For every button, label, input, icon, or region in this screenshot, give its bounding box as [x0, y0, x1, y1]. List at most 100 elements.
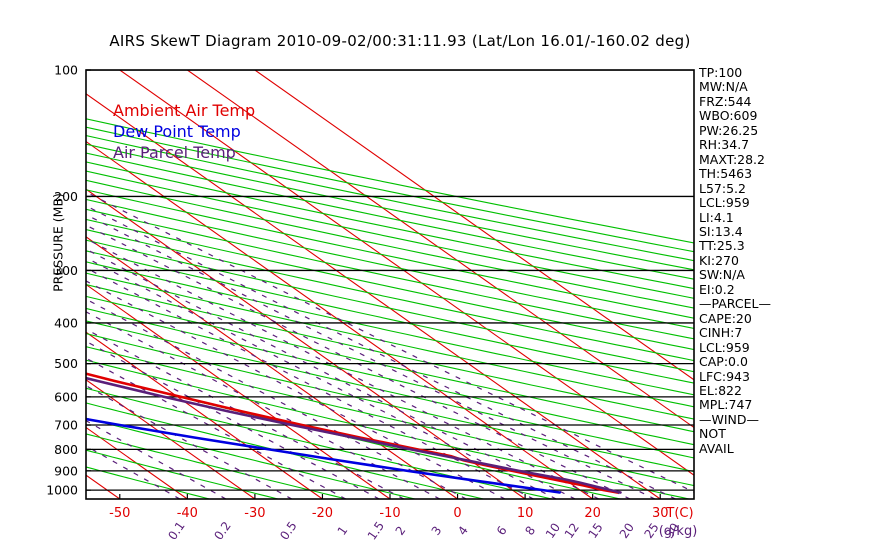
dry-adiabat-line	[86, 170, 694, 299]
profile-curves	[86, 372, 622, 494]
temperature-tick-label-bottom: -20	[312, 506, 333, 521]
dry-adiabat-line	[86, 402, 484, 499]
dry-adiabat-line	[86, 218, 694, 351]
pressure-tick-label: 500	[54, 356, 78, 371]
pressure-tick-label: 700	[54, 418, 78, 433]
temperature-tick-label-bottom: -40	[177, 506, 198, 521]
mixing-ratio-tick-label: 10	[543, 520, 563, 541]
dry-adiabat-line	[86, 307, 694, 446]
mixing-ratio-tick-label: 6	[494, 524, 510, 538]
mixing-ratio-tick-label: 1.5	[365, 519, 387, 543]
parameter-item: NOT	[699, 426, 726, 442]
mixing-ratio-tick-label: 0.1	[165, 519, 187, 543]
parameter-item: SW:N/A	[699, 267, 745, 283]
parameter-item: MPL:747	[699, 397, 753, 413]
profile-curve-ambient-air-temp	[86, 372, 619, 494]
temperature-axis-label: T(C)	[665, 506, 693, 521]
pressure-tick-label: 600	[54, 389, 78, 404]
parameter-item: CINH:7	[699, 325, 743, 341]
parameter-item: L57:5.2	[699, 180, 746, 196]
mixing-ratio-tick-label: 2	[393, 524, 409, 538]
parameter-item: —PARCEL—	[699, 296, 771, 312]
pressure-tick-label: 300	[54, 263, 78, 278]
mixing-ratio-tick-label: 3	[429, 524, 445, 538]
legend-dew-point-temp: Dew Point Temp	[113, 122, 241, 141]
legend-air-parcel-temp: Air Parcel Temp	[113, 143, 236, 162]
dry-adiabat-line	[86, 143, 694, 271]
temperature-tick-label-bottom: -50	[109, 506, 130, 521]
profile-curve-air-parcel-temp	[86, 376, 622, 494]
parameter-item: LI:4.1	[699, 209, 734, 225]
dry-adiabat-line	[86, 333, 694, 473]
isotherm-line	[86, 236, 458, 499]
parameter-item: MW:N/A	[699, 79, 748, 95]
parameter-item: TP:100	[699, 65, 743, 80]
pressure-tick-label: 100	[54, 63, 78, 78]
pressure-tick-label: 800	[54, 442, 78, 457]
dry-adiabat-line	[86, 229, 694, 362]
mixing-ratio-line	[86, 213, 656, 499]
dry-adiabat-line	[86, 283, 694, 420]
mixing-ratio-tick-label: 15	[585, 520, 605, 541]
pressure-tick-label: 400	[54, 315, 78, 330]
parameter-item: CAP:0.0	[699, 354, 748, 370]
mixing-ratio-tick-label: 20	[617, 520, 637, 541]
dry-adiabat-line	[86, 126, 694, 253]
dry-adiabat-line	[86, 179, 694, 309]
legend-ambient-air-temp: Ambient Air Temp	[113, 101, 256, 120]
sounding-parameter-list: TP:100 MW:N/A FRZ:544 WBO:609 PW:26.25 RH:34.…	[699, 65, 849, 456]
temperature-tick-label-bottom: 0	[453, 506, 461, 521]
isotherm-line	[119, 70, 694, 476]
parameter-item: EL:822	[699, 382, 742, 398]
parameter-item: FRZ:544	[699, 93, 752, 109]
mixing-ratio-line	[86, 257, 557, 499]
mixing-ratio-tick-label: 4	[455, 524, 471, 538]
temperature-tick-label-bottom: 20	[584, 506, 601, 521]
isotherm-line	[86, 379, 256, 499]
mixing-ratio-tick-label: 12	[562, 520, 582, 541]
parameter-item: LFC:943	[699, 368, 750, 384]
mixing-ratio-axis-label: (g/kg)	[659, 524, 698, 539]
temperature-tick-label-bottom: -10	[379, 506, 400, 521]
grid-lines	[0, 70, 694, 499]
parameter-item: PW:26.25	[699, 122, 759, 138]
parameter-item: LCL:959	[699, 195, 750, 211]
dry-adiabat-line	[86, 295, 694, 433]
dry-adiabat-line	[86, 261, 694, 396]
isotherm-line	[254, 70, 694, 381]
parameter-item: LCL:959	[699, 339, 750, 355]
mixing-ratio-line	[86, 191, 694, 493]
dry-adiabat-line	[86, 152, 694, 280]
mixing-ratio-line	[86, 238, 600, 499]
isotherm-line	[86, 283, 391, 499]
mixing-ratio-line	[86, 357, 347, 499]
dry-adiabat-line	[86, 433, 347, 499]
dry-adiabat-line	[86, 272, 694, 408]
isotherm-line	[0, 70, 52, 499]
dry-adiabat-line	[86, 387, 553, 499]
isotherm-line	[86, 188, 526, 499]
dry-adiabat-line	[86, 359, 690, 499]
dry-adiabat-line	[86, 466, 210, 499]
pressure-tick-label: 1000	[46, 483, 78, 498]
dry-adiabat-line	[86, 449, 279, 499]
parameter-item: WBO:609	[699, 108, 758, 124]
legend: Ambient Air Temp Dew Point Temp Air Parc…	[113, 100, 255, 163]
dry-adiabat-line	[86, 346, 694, 487]
mixing-ratio-tick-label: 0.2	[211, 519, 233, 543]
isotherm-line	[86, 474, 121, 499]
parameter-item: SI:13.4	[699, 223, 743, 239]
page-title: AIRS SkewT Diagram 2010-09-02/00:31:11.9…	[109, 32, 691, 50]
parameter-item: EI:0.2	[699, 281, 735, 297]
parameter-item: MAXT:28.2	[699, 151, 765, 167]
parameter-item: TH:5463	[699, 166, 753, 182]
parameter-item: CAPE:20	[699, 310, 752, 326]
dry-adiabat-line	[86, 135, 694, 262]
dry-adiabat-line	[86, 189, 694, 319]
parameter-item: RH:34.7	[699, 137, 750, 153]
temperature-tick-label-bottom: 30	[652, 506, 669, 521]
mixing-ratio-tick-label: 1	[335, 524, 351, 538]
parameter-item: TT:25.3	[699, 238, 745, 254]
